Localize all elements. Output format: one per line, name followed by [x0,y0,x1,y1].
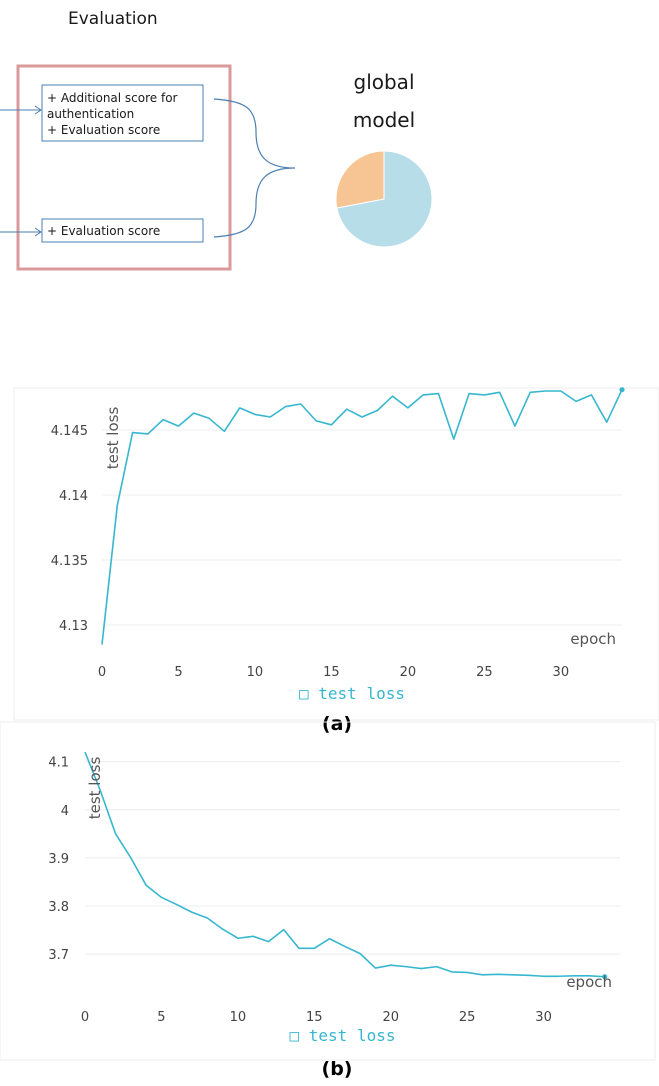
x-tick-label: 25 [476,665,493,680]
arrowhead-bottom [34,227,42,237]
x-tick-label: 25 [459,1010,476,1025]
x-axis-label: epoch [570,630,616,648]
chart-frame [0,721,656,1061]
series-end-point [602,974,608,980]
series-line-test-loss [101,389,623,645]
y-axis-label: test loss [86,757,104,820]
x-tick-label: 10 [247,665,264,680]
x-tick-label: 20 [382,1010,399,1025]
x-tick-label: 15 [323,665,340,680]
chart-a: 4.13 4.135 4.14 4.145 0 5 10 15 20 25 30 test loss e… [13,387,659,735]
series-line-test-loss [84,751,605,978]
x-tick-label: 30 [535,1010,552,1025]
y-tick-label: 4.145 [51,424,88,439]
box1-line-1: + Additional score for [47,91,178,105]
y-tick-label: 4 [61,804,69,819]
x-tick-label: 0 [81,1010,89,1025]
box1-line-3: + Evaluation score [47,123,160,137]
x-tick-label: 10 [230,1010,247,1025]
series-end-point [619,387,625,393]
box1-line-2: authentication [47,107,134,121]
x-axis-label: epoch [566,973,612,991]
y-tick-label: 3.8 [48,900,69,915]
evaluation-diagram: Evaluation + Additional score for authen… [0,9,433,271]
y-tick-label: 4.135 [51,554,88,569]
x-tick-label: 30 [553,665,570,680]
y-tick-label: 3.7 [48,948,69,963]
global-model-label-1: global [354,70,415,94]
box2-line: + Evaluation score [47,224,160,238]
chart-b: 3.7 3.8 3.9 4 4.1 0 5 10 15 20 25 30 test loss epoch □… [0,721,656,1080]
evaluation-frame [16,64,232,271]
arrowhead-top [34,105,42,115]
chart-frame [13,387,659,721]
y-axis-label: test loss [104,407,122,470]
score-box-authenticated [41,84,204,142]
x-tick-label: 5 [157,1010,165,1025]
x-tick-label: 20 [400,665,417,680]
pie-slice-1 [335,150,385,209]
y-tick-label: 4.14 [59,489,88,504]
global-model-pie [335,150,433,248]
legend-entry-test-loss[interactable]: □ test loss [299,684,405,703]
aggregation-brace [213,98,296,238]
y-tick-label: 4.13 [59,619,88,634]
legend-entry-test-loss[interactable]: □ test loss [290,1026,396,1045]
y-tick-label: 3.9 [48,852,69,867]
panel-label: (b) [322,1058,353,1080]
x-tick-label: 15 [306,1010,323,1025]
x-tick-label: 5 [174,665,182,680]
global-model-label-2: model [353,108,415,132]
panel-label: (a) [322,713,352,735]
y-tick-label: 4.1 [48,756,69,771]
x-tick-label: 0 [98,665,106,680]
score-box-evaluation [41,218,204,243]
diagram-title: Evaluation [68,9,158,29]
